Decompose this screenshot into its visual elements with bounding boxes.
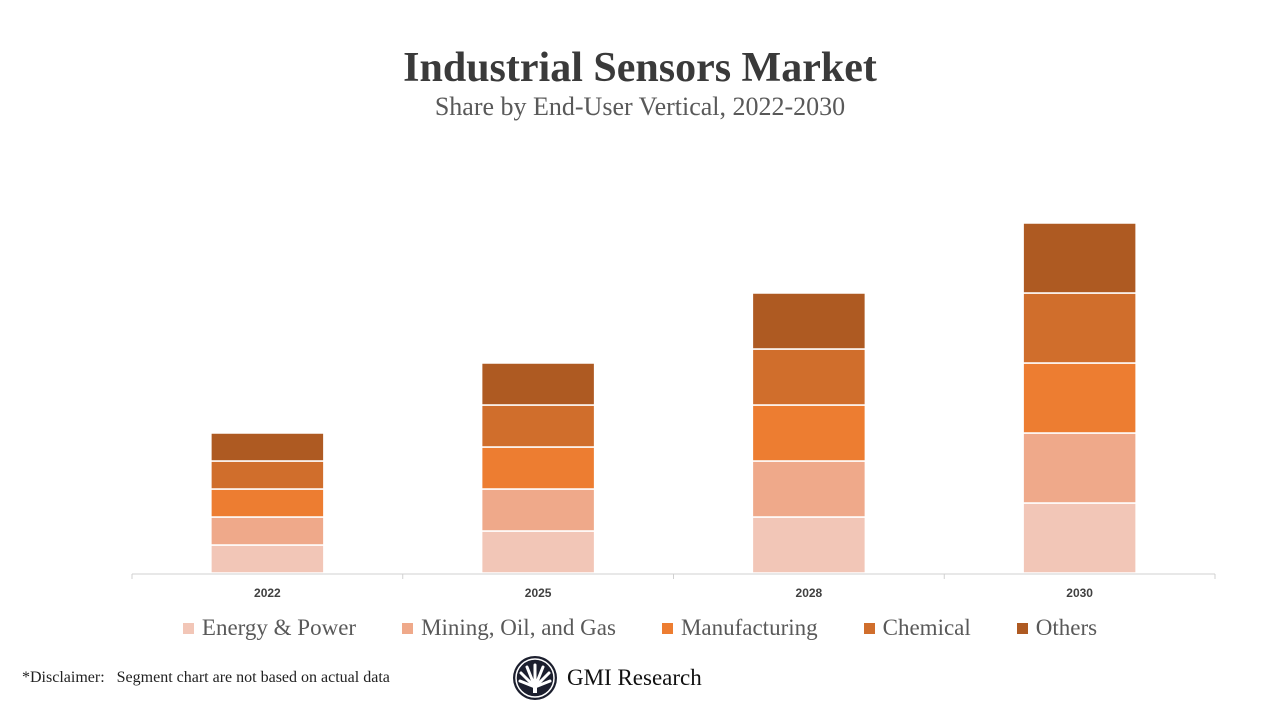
bar-segment-2030-4: [1022, 222, 1137, 294]
x-tick-label: 2022: [254, 586, 281, 600]
logo-text: GMI Research: [567, 665, 702, 690]
bar-segment-2028-2: [751, 404, 867, 462]
legend-item: Mining, Oil, and Gas: [402, 615, 616, 641]
disclaimer: *Disclaimer: Segment chart are not based…: [22, 669, 390, 686]
bar-segment-2025-0: [480, 530, 596, 574]
x-tick-label: 2028: [796, 586, 823, 600]
bar-segment-2030-1: [1022, 432, 1137, 504]
bar-segment-2028-4: [751, 292, 867, 350]
bar-segment-2030-2: [1022, 362, 1137, 434]
bar-segment-2022-3: [210, 460, 325, 490]
bar-segment-2025-2: [480, 446, 596, 490]
legend-label: Others: [1035, 615, 1098, 640]
bar-segment-2022-1: [210, 516, 325, 546]
legend: Energy & Power Mining, Oil, and Gas Manufa…: [0, 615, 1280, 641]
bar-segment-2030-3: [1022, 292, 1137, 364]
bar-segment-2030-0: [1022, 502, 1137, 574]
legend-item: Manufacturing: [661, 615, 818, 641]
legend-label: Mining, Oil, and Gas: [421, 615, 616, 640]
bar-segment-2022-0: [210, 544, 325, 574]
x-tick-label: 2030: [1066, 586, 1093, 600]
chart-subtitle: Share by End-User Vertical, 2022-2030: [434, 92, 846, 121]
logo-emblem-icon: [513, 656, 557, 700]
bar-segment-2022-4: [210, 432, 325, 462]
bar-segment-2025-4: [480, 362, 596, 406]
bar-segment-2025-3: [480, 404, 596, 448]
gmi-research-logo: GMI Research: [512, 655, 702, 701]
legend-label: Energy & Power: [201, 615, 357, 640]
legend-swatch: [863, 622, 875, 634]
legend-item: Others: [1016, 615, 1098, 641]
legend-label: Manufacturing: [680, 615, 818, 640]
bar-segment-2022-2: [210, 488, 325, 518]
chart-title: Industrial Sensors Market: [403, 45, 877, 91]
legend-label: Chemical: [882, 615, 971, 640]
bar-segment-2028-3: [751, 348, 867, 406]
legend-swatch: [402, 622, 414, 634]
legend-swatch: [661, 622, 673, 634]
legend-item: Energy & Power: [182, 615, 357, 641]
bar-segment-2025-1: [480, 488, 596, 532]
bar-segment-2028-0: [751, 516, 867, 574]
legend-item: Chemical: [863, 615, 971, 641]
x-tick-label: 2025: [525, 586, 552, 600]
legend-swatch: [182, 622, 194, 634]
bar-segment-2028-1: [751, 460, 867, 518]
legend-swatch: [1016, 622, 1028, 634]
